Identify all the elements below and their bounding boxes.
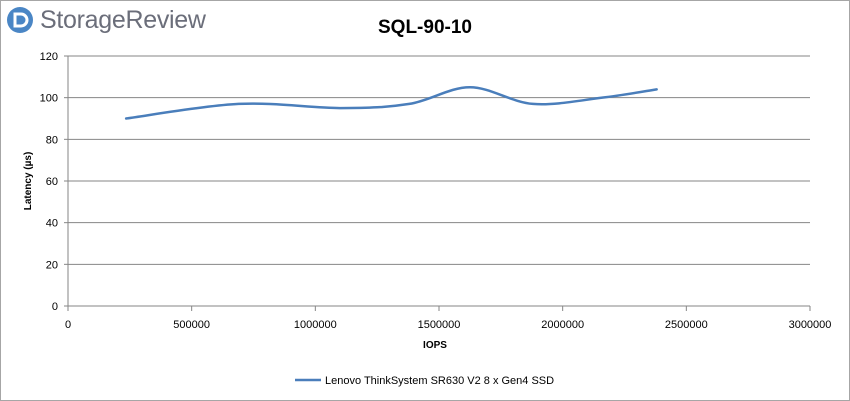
chart-title: SQL-90-10 [378, 17, 472, 38]
y-tick-label: 0 [52, 301, 58, 313]
y-tick-label: 40 [46, 218, 58, 230]
x-tick-label: 1500000 [418, 319, 461, 331]
storagereview-logo-icon [7, 7, 33, 33]
x-axis-label: IOPS [423, 340, 447, 351]
y-tick-label: 20 [46, 259, 58, 271]
y-tick-label: 80 [46, 134, 58, 146]
brand-name: StorageReview [40, 5, 206, 34]
series-line [124, 86, 658, 120]
x-tick-label: 2500000 [665, 319, 708, 331]
x-tick-label: 500000 [173, 319, 210, 331]
y-tick-label: 120 [40, 51, 58, 63]
y-tick-label: 60 [46, 176, 58, 188]
y-axis-label: Latency (µs) [23, 152, 34, 211]
x-tick-label: 1000000 [294, 319, 337, 331]
y-tick-label: 100 [40, 93, 58, 105]
x-tick-label: 3000000 [789, 319, 832, 331]
x-tick-label: 0 [65, 319, 71, 331]
x-tick-label: 2000000 [541, 319, 584, 331]
brand-logo: StorageReview [6, 4, 206, 36]
legend-label: Lenovo ThinkSystem SR630 V2 8 x Gen4 SSD [325, 375, 554, 387]
